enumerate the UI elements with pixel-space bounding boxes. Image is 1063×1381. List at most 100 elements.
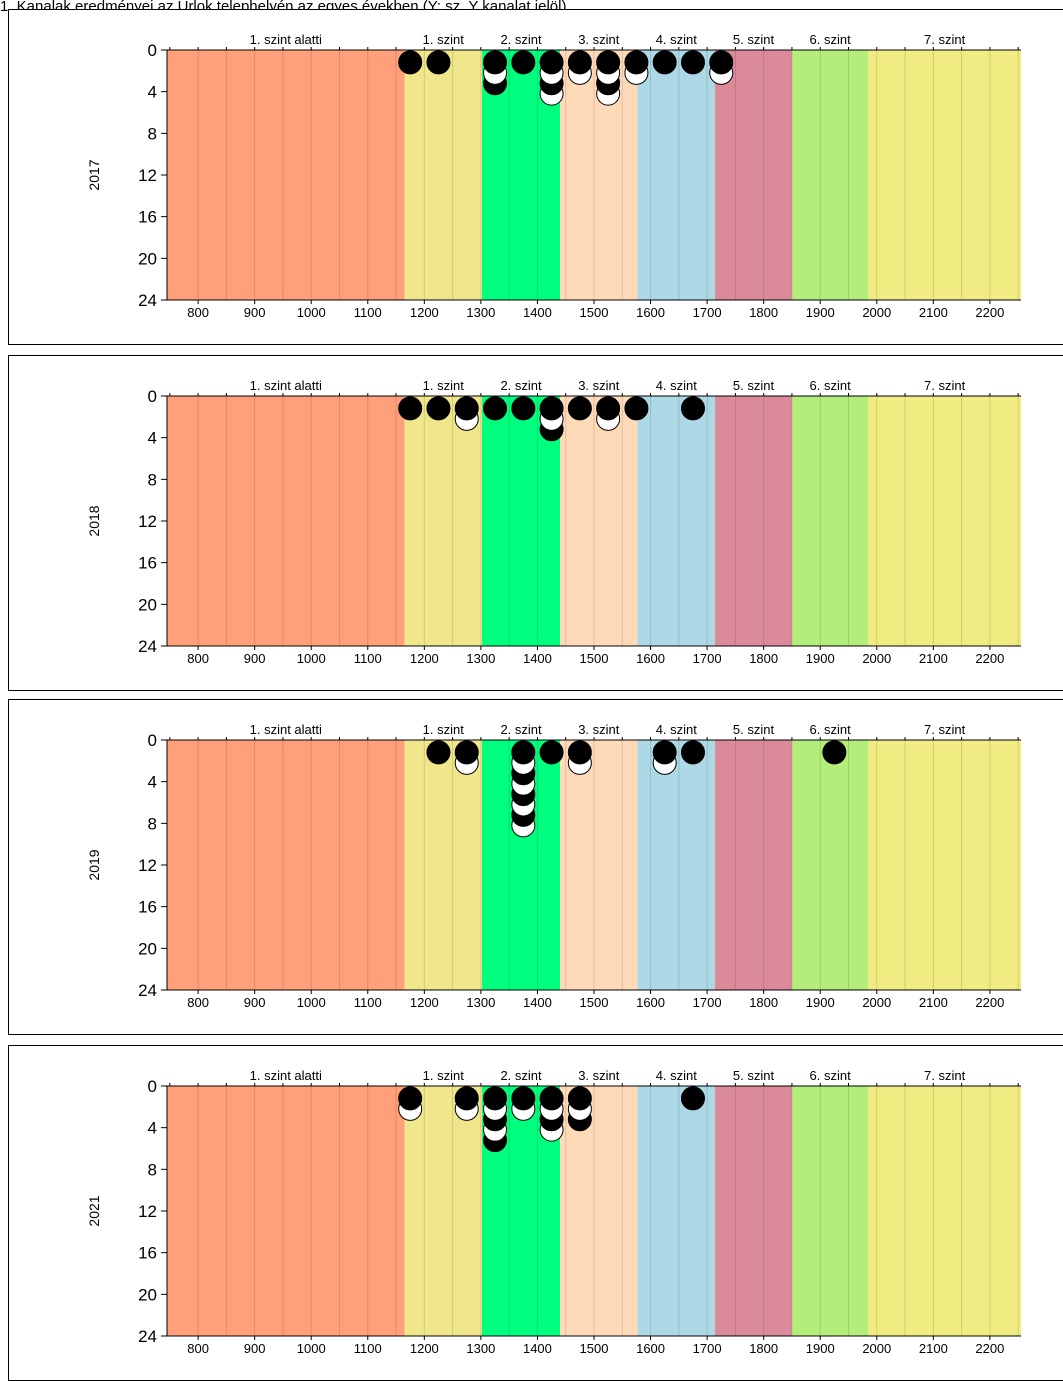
x-tick-label: 1200	[410, 1341, 439, 1356]
y-tick-label: 4	[148, 83, 157, 102]
y-tick-label: 16	[138, 554, 157, 573]
zone-band	[715, 396, 792, 646]
data-point	[398, 1086, 423, 1111]
zone-label: 6. szint	[810, 32, 852, 47]
zone-band	[715, 740, 792, 990]
zone-label: 4. szint	[656, 378, 698, 393]
data-point	[426, 50, 451, 75]
chart-panel-2018: 1. szint alatti 1. szint 2. szint 3. szint 4…	[8, 355, 1063, 691]
y-tick-label: 0	[148, 1077, 157, 1096]
y-tick-label: 20	[138, 1285, 157, 1304]
x-tick-label: 800	[187, 651, 209, 666]
x-tick-label: 1000	[297, 651, 326, 666]
zone-label: 3. szint	[578, 378, 620, 393]
x-tick-label: 1600	[636, 305, 665, 320]
data-point	[652, 740, 677, 765]
x-tick-label: 1800	[749, 305, 778, 320]
y-tick-label: 16	[138, 898, 157, 917]
x-tick-label: 1300	[466, 651, 495, 666]
zone-label: 7. szint	[924, 32, 966, 47]
x-tick-label: 2100	[919, 995, 948, 1010]
data-point	[680, 740, 705, 765]
y-axis-label: 2017	[86, 159, 102, 190]
x-tick-label: 1600	[636, 651, 665, 666]
x-tick-label: 2100	[919, 305, 948, 320]
x-tick-label: 1500	[580, 995, 609, 1010]
x-tick-label: 2200	[975, 305, 1004, 320]
zone-label: 1. szint	[423, 722, 465, 737]
x-tick-label: 2000	[862, 305, 891, 320]
zone-band	[637, 740, 716, 990]
x-tick-label: 800	[187, 305, 209, 320]
x-tick-label: 1500	[580, 305, 609, 320]
x-tick-label: 900	[244, 995, 266, 1010]
x-tick-label: 2200	[975, 651, 1004, 666]
zone-label: 3. szint	[578, 722, 620, 737]
y-tick-label: 16	[138, 208, 157, 227]
x-tick-label: 1400	[523, 305, 552, 320]
data-point	[398, 396, 423, 421]
data-point	[624, 50, 649, 75]
data-point	[483, 50, 508, 75]
zone-band	[868, 396, 1021, 646]
zone-band	[167, 396, 405, 646]
chart-svg-2017: 1. szint alatti 1. szint 2. szint 3. szint 4…	[86, 32, 1021, 320]
data-point	[539, 396, 564, 421]
chart-panel-2019: 1. szint alatti 1. szint 2. szint 3. szint 4…	[8, 699, 1063, 1035]
data-point	[567, 740, 592, 765]
zone-label: 4. szint	[656, 32, 698, 47]
y-axis-label: 2018	[86, 505, 102, 536]
x-tick-label: 2000	[862, 995, 891, 1010]
x-tick-label: 1100	[354, 995, 382, 1010]
y-tick-label: 0	[148, 387, 157, 406]
zone-band	[404, 1086, 483, 1336]
data-point	[454, 1086, 479, 1111]
data-point	[680, 1086, 705, 1111]
zone-label: 7. szint	[924, 722, 966, 737]
x-tick-label: 1400	[523, 995, 552, 1010]
zone-band	[167, 740, 405, 990]
zone-band	[715, 50, 792, 300]
zone-label: 3. szint	[578, 32, 620, 47]
zone-band	[791, 50, 869, 300]
x-tick-label: 1200	[410, 305, 439, 320]
chart-svg-2018: 1. szint alatti 1. szint 2. szint 3. szint 4…	[86, 378, 1021, 666]
x-tick-label: 1200	[410, 651, 439, 666]
zone-label: 2. szint	[500, 32, 542, 47]
data-point	[680, 396, 705, 421]
y-tick-label: 24	[138, 981, 157, 1000]
data-point	[539, 1086, 564, 1111]
zone-band	[637, 396, 716, 646]
zone-label: 4. szint	[656, 722, 698, 737]
x-tick-label: 1300	[466, 1341, 495, 1356]
x-tick-label: 2000	[862, 651, 891, 666]
x-tick-label: 800	[187, 1341, 209, 1356]
y-tick-label: 8	[148, 1160, 157, 1179]
zone-band	[167, 1086, 405, 1336]
x-tick-label: 1000	[297, 305, 326, 320]
x-tick-label: 2000	[862, 1341, 891, 1356]
zone-label: 1. szint	[423, 378, 465, 393]
y-tick-label: 4	[148, 429, 157, 448]
zone-label: 5. szint	[733, 722, 775, 737]
y-tick-label: 0	[148, 731, 157, 750]
zone-label: 4. szint	[656, 1068, 698, 1083]
x-tick-label: 1000	[297, 995, 326, 1010]
zone-label: 7. szint	[924, 378, 966, 393]
data-point	[567, 1086, 592, 1111]
x-tick-label: 1700	[693, 995, 722, 1010]
x-tick-label: 1500	[580, 1341, 609, 1356]
x-tick-label: 900	[244, 651, 266, 666]
zone-band	[167, 50, 405, 300]
y-tick-label: 8	[148, 470, 157, 489]
data-point	[426, 396, 451, 421]
y-axis-label: 2019	[86, 849, 102, 880]
zone-band	[791, 1086, 869, 1336]
data-point	[567, 396, 592, 421]
y-tick-label: 4	[148, 1119, 157, 1138]
x-tick-label: 1700	[693, 305, 722, 320]
chart-panel-2021: 1. szint alatti 1. szint 2. szint 3. szint 4…	[8, 1045, 1063, 1381]
x-tick-label: 1900	[806, 651, 835, 666]
data-point	[596, 50, 621, 75]
zone-band	[868, 740, 1021, 990]
